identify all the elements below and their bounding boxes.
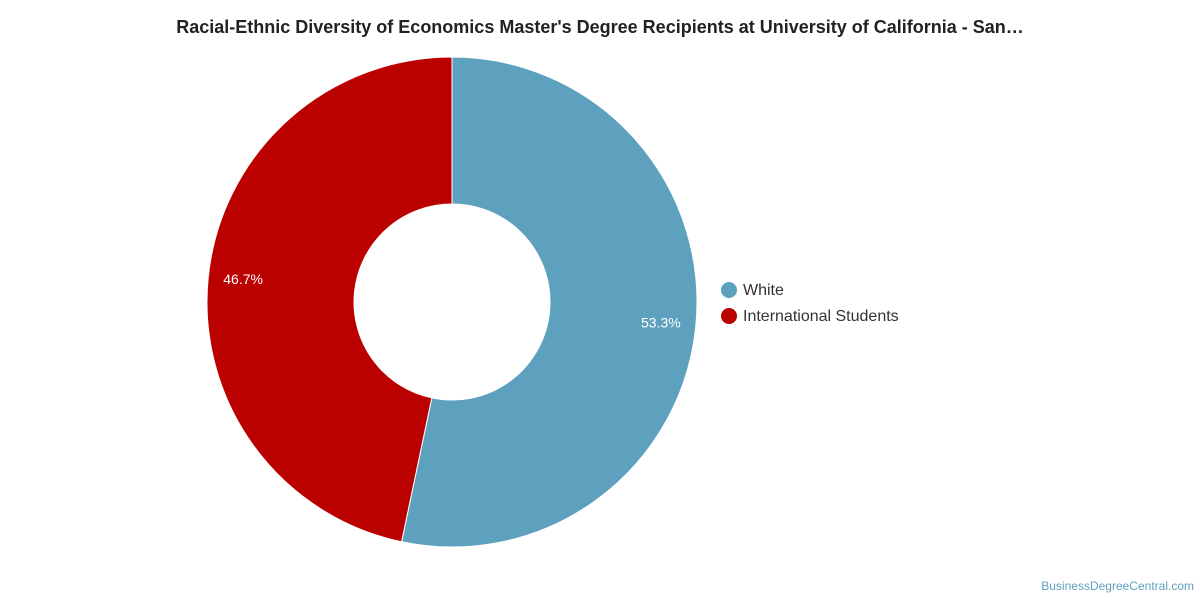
value-label: 53.3%	[641, 314, 681, 330]
legend-swatch	[721, 282, 737, 298]
legend-label: International Students	[743, 308, 899, 325]
legend-swatch	[721, 308, 737, 324]
chart-title: Racial-Ethnic Diversity of Economics Mas…	[176, 17, 1024, 37]
donut-slice	[400, 56, 698, 548]
source-credit: BusinessDegreeCentral.com	[1041, 579, 1194, 593]
donut-slice	[206, 56, 453, 543]
value-label: 46.7%	[223, 271, 263, 287]
legend-label: White	[743, 282, 784, 299]
